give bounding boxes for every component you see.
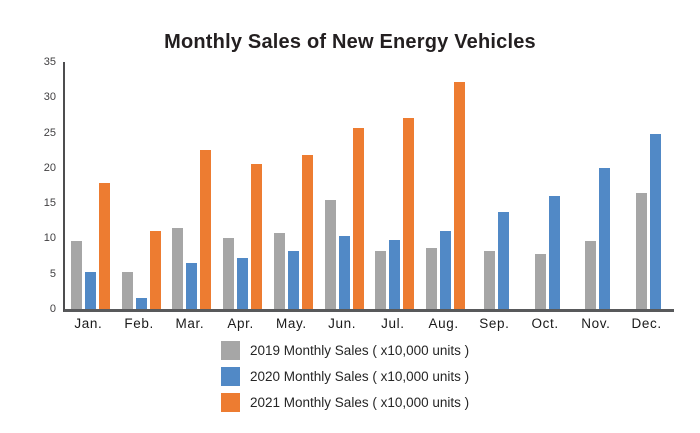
bar-group-mar <box>167 62 218 309</box>
bar-2020-jan <box>84 272 96 309</box>
x-tick-label: Oct. <box>531 316 559 331</box>
bar-2019-sep <box>483 251 495 309</box>
bar-2020-nov <box>599 167 611 309</box>
x-tick-label: Feb. <box>124 316 154 331</box>
x-tick-label: Dec. <box>631 316 662 331</box>
bar-2021-aug <box>454 82 466 309</box>
bar-group-jan <box>65 62 116 309</box>
bar-2021-jan <box>98 182 110 309</box>
y-tick-label: 35 <box>43 56 56 68</box>
bar-2020-aug <box>440 231 452 309</box>
chart-title: Monthly Sales of New Energy Vehicles <box>164 31 536 53</box>
legend-row-2020: 2020 Monthly Sales ( x10,000 units ) <box>221 367 469 386</box>
x-tick-label: Jun. <box>328 316 357 331</box>
bar-2021-may <box>301 155 313 309</box>
x-tick-label: May. <box>276 316 307 331</box>
legend-swatch-2021 <box>221 393 240 412</box>
y-tick-label: 20 <box>43 161 56 174</box>
y-tick-label: 0 <box>49 303 56 315</box>
bar-2019-aug <box>426 248 438 309</box>
x-tick-label: Mar. <box>175 316 205 331</box>
bar-2019-may <box>273 232 285 309</box>
bar-group-jul <box>370 62 421 309</box>
y-tick-label: 30 <box>43 91 56 104</box>
bar-group-apr <box>217 62 268 309</box>
bar-2019-nov <box>585 241 597 309</box>
bar-2021-jul <box>403 117 415 309</box>
legend-row-2021: 2021 Monthly Sales ( x10,000 units ) <box>221 393 469 412</box>
y-tick-label: 10 <box>43 232 56 245</box>
bar-2020-oct <box>548 196 560 309</box>
legend-label-2020: 2020 Monthly Sales ( x10,000 units ) <box>250 369 470 384</box>
bar-2020-jun <box>338 235 350 309</box>
x-tick-label: Apr. <box>227 316 254 331</box>
x-axis: Jan. Feb. Mar. Apr. May. Jun. Jul. Aug. Sep. Oct.… <box>63 316 672 331</box>
x-tick-label: Jan. <box>74 316 103 331</box>
bar-2020-sep <box>497 211 509 309</box>
bar-2019-jan <box>70 240 82 309</box>
bar-2020-dec <box>650 133 662 309</box>
plot-area <box>63 62 674 312</box>
x-tick-label: Nov. <box>581 316 611 331</box>
bar-2020-may <box>287 251 299 309</box>
x-tick-label: Aug. <box>428 316 459 331</box>
legend-label-2019: 2019 Monthly Sales ( x10,000 units ) <box>250 343 470 358</box>
bar-2020-mar <box>186 263 198 309</box>
bar-2020-apr <box>237 258 249 309</box>
legend: 2019 Monthly Sales ( x10,000 units ) 2020… <box>221 341 469 419</box>
bar-group-jun <box>319 62 370 309</box>
x-tick-label: Sep. <box>479 316 510 331</box>
bar-group-dec <box>623 62 674 309</box>
bar-2020-feb <box>135 298 147 309</box>
bar-group-feb <box>116 62 167 309</box>
legend-swatch-2019 <box>221 341 240 360</box>
x-tick-label: Jul. <box>381 316 405 331</box>
y-axis: 0 5 10 15 20 25 30 35 <box>18 56 56 315</box>
y-tick-label: 15 <box>43 197 56 210</box>
bar-2021-apr <box>251 163 263 309</box>
bar-2019-jun <box>324 199 336 309</box>
bar-2019-oct <box>534 253 546 309</box>
bar-2019-apr <box>223 238 235 309</box>
bar-2019-feb <box>121 271 133 309</box>
bar-2021-mar <box>200 149 212 309</box>
bar-group-oct <box>522 62 573 309</box>
bar-group-aug <box>420 62 471 309</box>
bar-2021-jun <box>352 127 364 309</box>
bar-2019-jul <box>375 251 387 309</box>
bar-group-may <box>268 62 319 309</box>
bar-2020-jul <box>389 239 401 309</box>
bar-2019-mar <box>172 227 184 309</box>
bar-group-nov <box>573 62 624 309</box>
legend-label-2021: 2021 Monthly Sales ( x10,000 units ) <box>250 395 470 410</box>
bar-2019-dec <box>636 192 648 309</box>
bar-group-sep <box>471 62 522 309</box>
legend-swatch-2020 <box>221 367 240 386</box>
y-tick-label: 25 <box>43 126 56 139</box>
legend-row-2019: 2019 Monthly Sales ( x10,000 units ) <box>221 341 469 360</box>
y-tick-label: 5 <box>49 267 56 280</box>
bar-2021-feb <box>149 230 161 309</box>
